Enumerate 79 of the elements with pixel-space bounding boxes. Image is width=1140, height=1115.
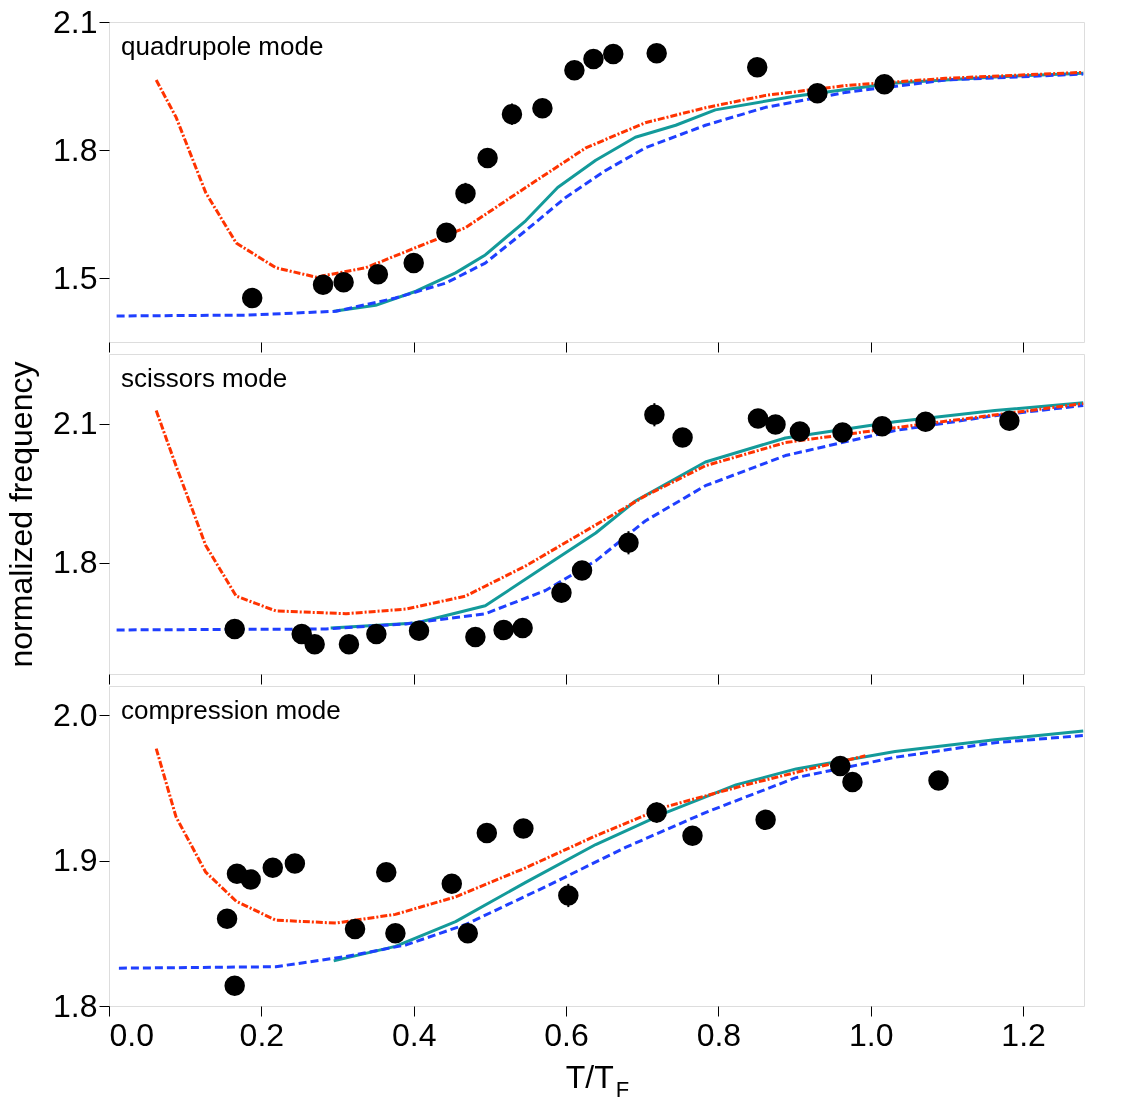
y-tick-label: 1.8 xyxy=(53,131,98,168)
point xyxy=(646,42,667,64)
y-tick-label: 2.1 xyxy=(53,3,98,40)
point xyxy=(672,427,693,448)
x-tick-label: 0.8 xyxy=(696,1016,742,1053)
point xyxy=(333,272,354,293)
point xyxy=(367,263,389,285)
point xyxy=(564,59,585,81)
point xyxy=(746,57,768,78)
point xyxy=(457,923,479,944)
point xyxy=(871,416,893,437)
point xyxy=(644,404,665,425)
point xyxy=(403,252,424,274)
point xyxy=(376,861,397,883)
x-tick-label: 0.4 xyxy=(391,1016,437,1053)
y-tick-label: 2.1 xyxy=(53,405,98,442)
point xyxy=(830,755,851,777)
point xyxy=(512,617,533,639)
point xyxy=(465,626,486,648)
point xyxy=(999,410,1020,432)
point xyxy=(441,873,463,895)
point xyxy=(682,825,703,847)
point xyxy=(928,770,949,791)
y-axis-title: normalized frequency xyxy=(3,361,40,668)
y-tick-label: 1.9 xyxy=(53,842,98,879)
point xyxy=(224,618,245,640)
point xyxy=(366,623,387,645)
point xyxy=(408,620,430,642)
point xyxy=(513,818,534,839)
point xyxy=(344,918,366,940)
line-series xyxy=(332,729,1084,963)
x-tick-label: 1.0 xyxy=(848,1016,894,1053)
point xyxy=(646,802,667,823)
point xyxy=(338,634,360,655)
point xyxy=(493,619,514,641)
y-tick-label: 1.8 xyxy=(53,987,98,1024)
chart-title: quadrupole mode xyxy=(121,31,324,61)
y-tick-label: 2.0 xyxy=(53,696,98,733)
point xyxy=(476,822,498,844)
point xyxy=(551,582,572,604)
point xyxy=(915,411,936,432)
point xyxy=(603,43,624,65)
point xyxy=(385,923,406,944)
point xyxy=(832,422,853,443)
y-tick-label: 1.5 xyxy=(53,259,98,296)
point xyxy=(455,183,476,204)
point xyxy=(312,274,334,296)
point xyxy=(874,74,895,95)
point xyxy=(284,853,306,874)
point xyxy=(807,83,828,104)
line-series xyxy=(117,733,1084,970)
x-tick-label: 0.6 xyxy=(544,1016,589,1053)
line-series xyxy=(115,72,1084,318)
point xyxy=(436,222,457,243)
point xyxy=(583,48,604,70)
point xyxy=(262,857,284,879)
x-tick-label: 0.2 xyxy=(239,1016,285,1053)
point xyxy=(842,771,863,793)
chart-title: compression mode xyxy=(121,695,341,725)
point xyxy=(501,103,523,125)
point xyxy=(755,809,776,831)
point xyxy=(240,869,261,890)
point xyxy=(216,908,238,929)
x-tick-label: 1.2 xyxy=(1001,1016,1046,1053)
y-tick-label: 1.8 xyxy=(53,544,98,581)
point xyxy=(571,560,593,581)
point xyxy=(241,287,263,309)
point xyxy=(224,975,245,996)
point xyxy=(477,147,498,169)
point xyxy=(304,634,325,655)
point xyxy=(532,97,553,119)
point xyxy=(765,414,786,435)
x-tick-label: 0.0 xyxy=(109,1016,154,1053)
point xyxy=(618,532,639,553)
point xyxy=(789,421,811,442)
point xyxy=(558,885,579,906)
line-series xyxy=(154,747,867,925)
chart-title: scissors mode xyxy=(121,363,288,393)
point xyxy=(747,408,769,429)
